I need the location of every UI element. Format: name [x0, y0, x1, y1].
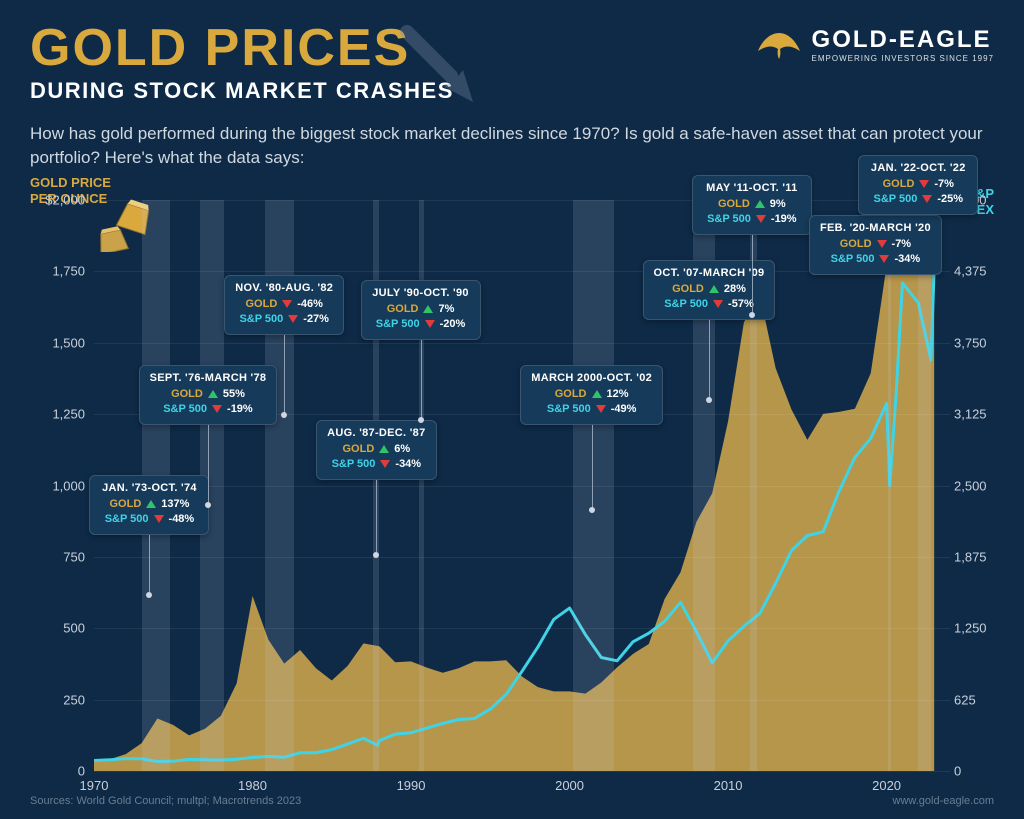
- callout-dot: [589, 507, 595, 513]
- y-left-tick: 750: [30, 549, 85, 564]
- crash-callout: JULY '90-OCT. '90GOLD7%S&P 500-20%: [361, 280, 481, 340]
- y-left-tick: 250: [30, 692, 85, 707]
- callout-leader: [376, 480, 377, 555]
- callout-dot: [706, 397, 712, 403]
- y-left-tick: $2,000: [30, 193, 85, 208]
- callout-leader: [284, 335, 285, 415]
- y-right-tick: 2,500: [954, 478, 994, 493]
- y-left-tick: 1,000: [30, 478, 85, 493]
- callout-leader: [149, 535, 150, 595]
- crash-callout: AUG. '87-DEC. '87GOLD6%S&P 500-34%: [316, 420, 436, 480]
- callout-leader: [421, 340, 422, 420]
- crash-arrow-icon: [395, 24, 485, 114]
- x-tick: 1980: [238, 778, 267, 793]
- sources-text: Sources: World Gold Council; multpl; Mac…: [30, 795, 301, 807]
- callout-dot: [281, 412, 287, 418]
- y-right-tick: 0: [954, 764, 994, 779]
- crash-callout: JAN. '73-OCT. '74GOLD137%S&P 500-48%: [89, 475, 209, 535]
- footer: Sources: World Gold Council; multpl; Mac…: [30, 795, 994, 807]
- y-left-tick: 1,250: [30, 407, 85, 422]
- y-right-tick: 4,375: [954, 264, 994, 279]
- y-right-tick: 3,125: [954, 407, 994, 422]
- y-left-tick: 1,500: [30, 335, 85, 350]
- callout-leader: [709, 320, 710, 400]
- y-right-tick: 625: [954, 692, 994, 707]
- y-left-tick: 0: [30, 764, 85, 779]
- chart: GOLD PRICE PER OUNCE S&P500 INDEX 025050…: [30, 200, 994, 771]
- callout-leader: [208, 425, 209, 505]
- crash-callout: MAY '11-OCT. '11GOLD9%S&P 500-19%: [692, 175, 812, 235]
- brand-name: GOLD-EAGLE: [812, 26, 994, 54]
- x-tick: 2010: [714, 778, 743, 793]
- callout-dot: [749, 312, 755, 318]
- brand-logo: GOLD-EAGLE EMPOWERING INVESTORS SINCE 19…: [756, 26, 994, 63]
- crash-callout: NOV. '80-AUG. '82GOLD-46%S&P 500-27%: [224, 275, 344, 335]
- callout-dot: [373, 552, 379, 558]
- header: GOLD PRICES DURING STOCK MARKET CRASHES …: [0, 0, 1024, 114]
- x-tick: 2000: [555, 778, 584, 793]
- callout-dot: [418, 417, 424, 423]
- eagle-icon: [756, 29, 802, 61]
- callout-leader: [752, 235, 753, 315]
- crash-callout: SEPT. '76-MARCH '78GOLD55%S&P 500-19%: [139, 365, 278, 425]
- crash-callout: JAN. '22-OCT. '22GOLD-7%S&P 500-25%: [858, 155, 978, 215]
- callout-dot: [146, 592, 152, 598]
- x-tick: 2020: [872, 778, 901, 793]
- page-subtitle: DURING STOCK MARKET CRASHES: [30, 78, 994, 104]
- site-url: www.gold-eagle.com: [893, 795, 995, 807]
- callout-dot: [205, 502, 211, 508]
- crash-callout: OCT. '07-MARCH '09GOLD28%S&P 500-57%: [643, 260, 776, 320]
- y-left-tick: 500: [30, 621, 85, 636]
- crash-callout: MARCH 2000-OCT. '02GOLD12%S&P 500-49%: [520, 365, 663, 425]
- x-tick: 1990: [397, 778, 426, 793]
- y-right-tick: 1,250: [954, 621, 994, 636]
- y-right-tick: 1,875: [954, 549, 994, 564]
- brand-tagline: EMPOWERING INVESTORS SINCE 1997: [812, 54, 994, 63]
- y-left-tick: 1,750: [30, 264, 85, 279]
- crash-callout: FEB. '20-MARCH '20GOLD-7%S&P 500-34%: [809, 215, 942, 275]
- callout-leader: [592, 425, 593, 510]
- y-right-tick: 3,750: [954, 335, 994, 350]
- x-tick: 1970: [80, 778, 109, 793]
